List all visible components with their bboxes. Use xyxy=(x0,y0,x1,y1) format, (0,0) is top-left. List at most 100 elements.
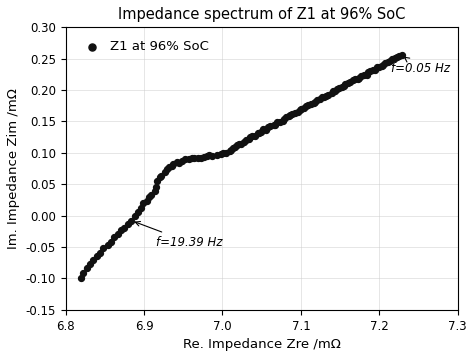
Z1 at 96% SoC xyxy=(163,166,171,172)
Z1 at 96% SoC xyxy=(333,87,340,92)
Z1 at 96% SoC xyxy=(209,153,216,159)
Z1 at 96% SoC xyxy=(335,85,343,91)
Z1 at 96% SoC xyxy=(311,99,319,105)
Z1 at 96% SoC xyxy=(351,76,359,82)
Z1 at 96% SoC xyxy=(259,126,267,132)
Z1 at 96% SoC xyxy=(366,69,374,74)
Z1 at 96% SoC xyxy=(341,81,349,87)
Z1 at 96% SoC xyxy=(144,198,151,204)
Z1 at 96% SoC xyxy=(157,173,165,179)
Z1 at 96% SoC xyxy=(153,178,161,184)
Y-axis label: Im. Impedance Zim /mΩ: Im. Impedance Zim /mΩ xyxy=(7,88,20,249)
Z1 at 96% SoC xyxy=(147,192,155,197)
Z1 at 96% SoC xyxy=(203,154,210,159)
Z1 at 96% SoC xyxy=(234,142,241,148)
Z1 at 96% SoC xyxy=(124,222,132,227)
Z1 at 96% SoC xyxy=(338,84,346,90)
Z1 at 96% SoC xyxy=(331,88,338,94)
Z1 at 96% SoC xyxy=(257,130,265,135)
Z1 at 96% SoC xyxy=(371,67,379,73)
Z1 at 96% SoC xyxy=(392,55,399,61)
Z1 at 96% SoC xyxy=(283,114,290,120)
Z1 at 96% SoC xyxy=(328,90,336,96)
Z1 at 96% SoC xyxy=(345,81,352,86)
Z1 at 96% SoC xyxy=(197,155,204,160)
Z1 at 96% SoC xyxy=(226,148,234,154)
Z1 at 96% SoC xyxy=(137,205,145,211)
Z1 at 96% SoC xyxy=(165,164,173,170)
Z1 at 96% SoC xyxy=(194,155,202,161)
Z1 at 96% SoC xyxy=(185,156,193,162)
Z1 at 96% SoC xyxy=(373,64,381,70)
Z1 at 96% SoC xyxy=(393,54,401,60)
Z1 at 96% SoC xyxy=(93,253,101,259)
Z1 at 96% SoC xyxy=(229,145,237,151)
X-axis label: Re. Impedance Zre /mΩ: Re. Impedance Zre /mΩ xyxy=(183,338,341,351)
Z1 at 96% SoC xyxy=(213,152,221,158)
Z1 at 96% SoC xyxy=(190,155,198,161)
Z1 at 96% SoC xyxy=(316,96,324,102)
Z1 at 96% SoC xyxy=(242,137,250,143)
Z1 at 96% SoC xyxy=(87,261,94,267)
Z1 at 96% SoC xyxy=(292,110,299,116)
Z1 at 96% SoC xyxy=(222,151,230,156)
Z1 at 96% SoC xyxy=(162,169,169,175)
Z1 at 96% SoC xyxy=(277,119,284,125)
Z1 at 96% SoC xyxy=(297,106,305,111)
Z1 at 96% SoC xyxy=(266,123,273,129)
Z1 at 96% SoC xyxy=(369,67,376,73)
Z1 at 96% SoC xyxy=(386,58,394,64)
Z1 at 96% SoC xyxy=(188,155,196,160)
Z1 at 96% SoC xyxy=(227,147,235,153)
Z1 at 96% SoC xyxy=(270,122,278,128)
Z1 at 96% SoC xyxy=(145,194,153,200)
Z1 at 96% SoC xyxy=(280,116,288,122)
Z1 at 96% SoC xyxy=(173,159,181,165)
Z1 at 96% SoC xyxy=(107,239,115,245)
Z1 at 96% SoC xyxy=(99,245,107,251)
Z1 at 96% SoC xyxy=(97,250,104,256)
Z1 at 96% SoC xyxy=(302,103,310,109)
Z1 at 96% SoC xyxy=(255,130,263,136)
Z1 at 96% SoC xyxy=(350,78,357,83)
Z1 at 96% SoC xyxy=(232,144,239,150)
Z1 at 96% SoC xyxy=(219,150,227,156)
Z1 at 96% SoC xyxy=(389,57,396,62)
Z1 at 96% SoC xyxy=(264,124,272,130)
Z1 at 96% SoC xyxy=(384,59,392,65)
Z1 at 96% SoC xyxy=(83,265,91,271)
Z1 at 96% SoC xyxy=(156,174,164,180)
Z1 at 96% SoC xyxy=(236,141,243,147)
Z1 at 96% SoC xyxy=(304,103,312,108)
Z1 at 96% SoC xyxy=(152,184,160,190)
Z1 at 96% SoC xyxy=(398,53,406,58)
Z1 at 96% SoC xyxy=(79,270,87,276)
Z1 at 96% SoC xyxy=(322,93,329,98)
Z1 at 96% SoC xyxy=(175,160,182,166)
Z1 at 96% SoC xyxy=(118,227,125,233)
Z1 at 96% SoC xyxy=(151,188,158,193)
Z1 at 96% SoC xyxy=(201,154,208,160)
Z1 at 96% SoC xyxy=(114,232,121,237)
Z1 at 96% SoC xyxy=(395,53,403,59)
Z1 at 96% SoC xyxy=(246,134,254,140)
Z1 at 96% SoC xyxy=(241,140,248,145)
Z1 at 96% SoC xyxy=(273,119,281,125)
Z1 at 96% SoC xyxy=(104,242,112,248)
Z1 at 96% SoC xyxy=(218,151,225,156)
Z1 at 96% SoC xyxy=(127,218,134,224)
Z1 at 96% SoC xyxy=(89,257,97,262)
Z1 at 96% SoC xyxy=(251,133,259,139)
Z1 at 96% SoC xyxy=(205,153,213,158)
Z1 at 96% SoC xyxy=(294,109,301,115)
Z1 at 96% SoC xyxy=(318,94,325,100)
Z1 at 96% SoC xyxy=(248,134,255,139)
Z1 at 96% SoC xyxy=(134,209,142,215)
Z1 at 96% SoC xyxy=(271,122,279,127)
Z1 at 96% SoC xyxy=(246,136,253,142)
Z1 at 96% SoC xyxy=(346,79,354,85)
Z1 at 96% SoC xyxy=(314,97,321,103)
Z1 at 96% SoC xyxy=(77,275,84,281)
Z1 at 96% SoC xyxy=(324,92,332,98)
Z1 at 96% SoC xyxy=(300,105,308,111)
